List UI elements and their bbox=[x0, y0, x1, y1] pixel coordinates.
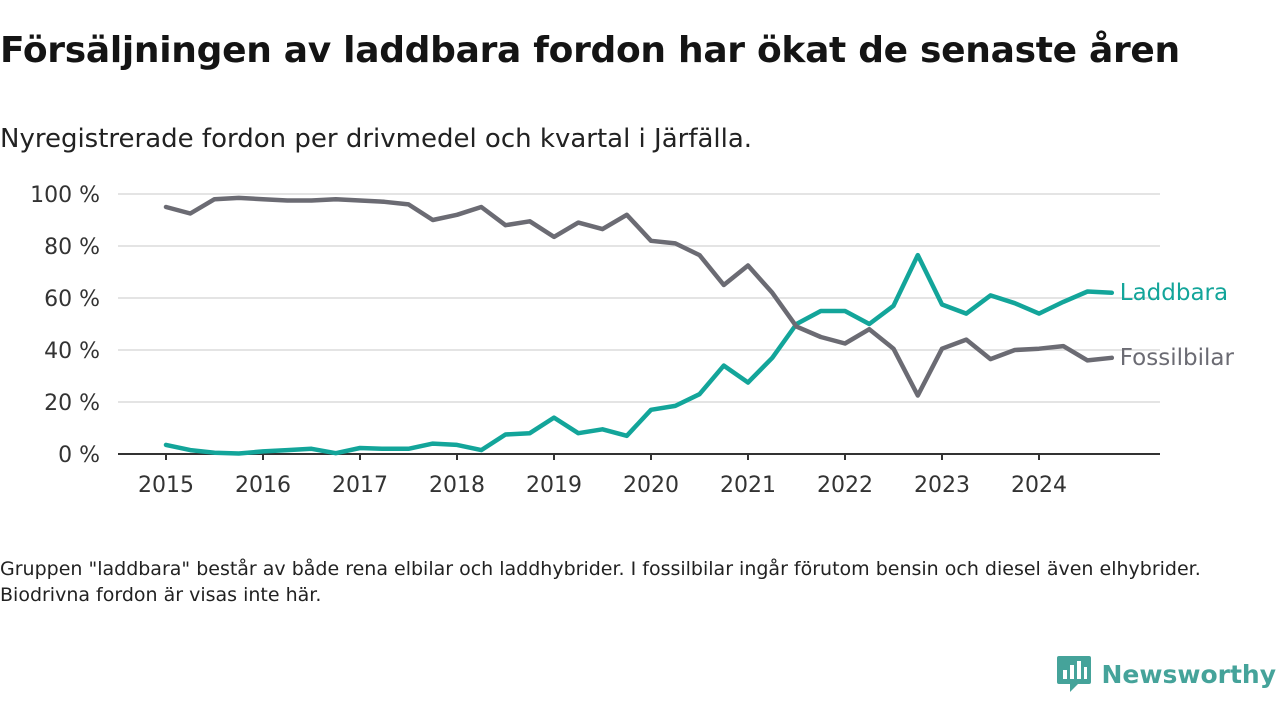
newsworthy-logo-icon bbox=[1056, 656, 1091, 692]
x-tick-label: 2017 bbox=[332, 473, 388, 498]
newsworthy-logo: Newsworthy bbox=[1056, 654, 1277, 694]
logo-wordmark: Newsworthy bbox=[1101, 659, 1277, 689]
chart-subtitle: Nyregistrerade fordon per drivmedel och … bbox=[0, 124, 753, 154]
series-label-fossil: Fossilbilar bbox=[1120, 345, 1235, 371]
y-tick-label: 40 % bbox=[44, 339, 100, 364]
series-line-laddbara bbox=[163, 252, 1115, 456]
chart-title: Försäljningen av laddbara fordon har öka… bbox=[0, 30, 1180, 71]
y-tick-label: 20 % bbox=[44, 391, 100, 416]
x-tick-label: 2024 bbox=[1011, 473, 1067, 498]
x-tick-label: 2019 bbox=[526, 473, 582, 498]
y-tick-label: 60 % bbox=[44, 287, 100, 312]
footnote: Gruppen "laddbara" består av både rena e… bbox=[0, 558, 1201, 606]
x-tick-label: 2015 bbox=[138, 473, 194, 498]
x-tick-label: 2018 bbox=[429, 473, 485, 498]
y-tick-label: 100 % bbox=[30, 183, 100, 208]
x-tick-label: 2023 bbox=[914, 473, 970, 498]
y-tick-label: 80 % bbox=[44, 235, 100, 260]
x-tick-label: 2021 bbox=[720, 473, 776, 498]
x-tick-label: 2020 bbox=[623, 473, 679, 498]
x-tick-label: 2022 bbox=[817, 473, 873, 498]
series-line-fossil bbox=[163, 195, 1115, 398]
y-tick-label: 0 % bbox=[58, 443, 100, 468]
x-tick-label: 2016 bbox=[235, 473, 291, 498]
series-label-laddbara: Laddbara bbox=[1120, 280, 1228, 306]
